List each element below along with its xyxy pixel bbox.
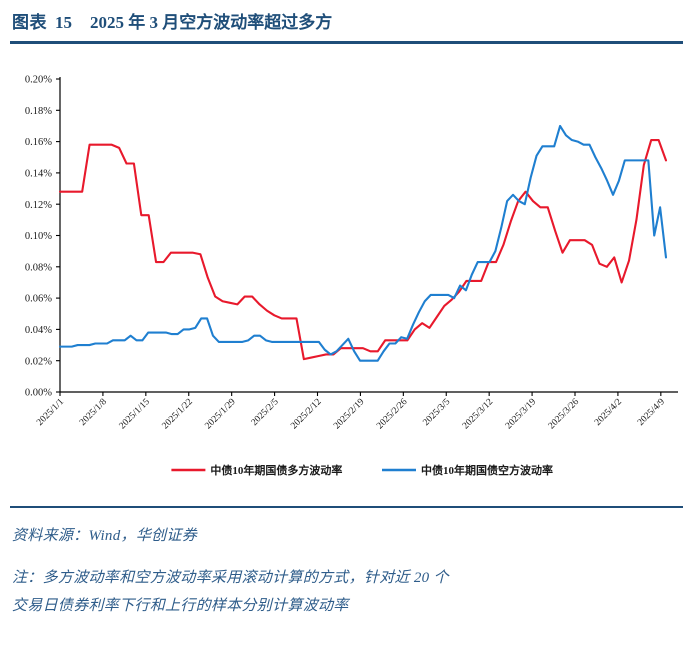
source-line: 资料来源：Wind，华创证券 bbox=[12, 528, 198, 544]
x-axis-tick-label: 2025/3/12 bbox=[461, 397, 495, 431]
volatility-line-chart: 0.00% 0.02% 0.04% 0.06% 0.08% 0.10% 0.12% 0.14%… bbox=[25, 75, 678, 477]
y-axis-tick-label: 0.00% bbox=[25, 388, 52, 399]
legend-label: 中债10年期国债空方波动率 bbox=[421, 463, 553, 477]
x-axis-tick-label: 2025/1/15 bbox=[118, 397, 152, 431]
x-axis-tick-label: 2025/3/19 bbox=[504, 397, 538, 431]
footer-divider bbox=[10, 506, 683, 508]
series-line-short-volatility bbox=[58, 124, 668, 362]
exhibit-header: 图表 15 2025 年 3 月空方波动率超过多方 bbox=[0, 0, 693, 37]
x-axis-tick-label: 2025/2/12 bbox=[289, 397, 323, 431]
note-block: 注：多方波动率和空方波动率采用滚动计算的方式，针对近 20 个 交易日债券利率下… bbox=[12, 565, 681, 621]
y-axis-tick-label: 0.16% bbox=[25, 137, 52, 148]
y-axis-tick-label: 0.12% bbox=[25, 200, 52, 211]
series-line-long-volatility bbox=[58, 138, 668, 361]
x-axis-tick-label: 2025/3/26 bbox=[547, 397, 581, 431]
y-axis-tick-label: 0.18% bbox=[25, 106, 52, 117]
note-line-2: 交易日债券利率下行和上行的样本分别计算波动率 bbox=[12, 597, 349, 614]
legend-label: 中债10年期国债多方波动率 bbox=[210, 463, 342, 477]
x-axis-tick-label: 2025/3/5 bbox=[421, 397, 452, 428]
header-divider bbox=[10, 41, 683, 44]
x-axis-tick-label: 2025/1/8 bbox=[78, 397, 109, 428]
x-axis-tick-label: 2025/4/9 bbox=[636, 397, 667, 428]
y-axis-tick-label: 0.14% bbox=[25, 169, 52, 180]
x-axis-tick-label: 2025/4/2 bbox=[593, 397, 624, 428]
x-axis-tick-label: 2025/2/19 bbox=[332, 397, 366, 431]
y-axis-tick-label: 0.20% bbox=[25, 75, 52, 86]
note-line-1: 注：多方波动率和空方波动率采用滚动计算的方式，针对近 20 个 bbox=[12, 570, 449, 586]
x-axis-tick-label: 2025/2/26 bbox=[375, 397, 409, 431]
y-axis-tick-label: 0.08% bbox=[25, 262, 52, 273]
x-axis-tick-label: 2025/1/29 bbox=[203, 397, 237, 431]
chart-container: 0.00% 0.02% 0.04% 0.06% 0.08% 0.10% 0.12% 0.14%… bbox=[0, 48, 693, 503]
exhibit-label: 图表 bbox=[12, 13, 47, 32]
y-axis-tick-label: 0.02% bbox=[25, 356, 52, 367]
x-axis-tick-label: 2025/1/22 bbox=[161, 397, 195, 431]
x-axis-tick-label: 2025/2/5 bbox=[250, 397, 281, 428]
y-axis-tick-label: 0.06% bbox=[25, 294, 52, 305]
y-axis-tick-label: 0.04% bbox=[25, 325, 52, 336]
exhibit-number: 15 bbox=[55, 13, 72, 32]
y-axis-tick-label: 0.10% bbox=[25, 231, 52, 242]
page-title: 2025 年 3 月空方波动率超过多方 bbox=[90, 13, 333, 32]
exhibit-footer: 资料来源：Wind，华创证券 注：多方波动率和空方波动率采用滚动计算的方式，针对… bbox=[0, 512, 693, 621]
x-axis-tick-label: 2025/1/1 bbox=[35, 397, 66, 428]
